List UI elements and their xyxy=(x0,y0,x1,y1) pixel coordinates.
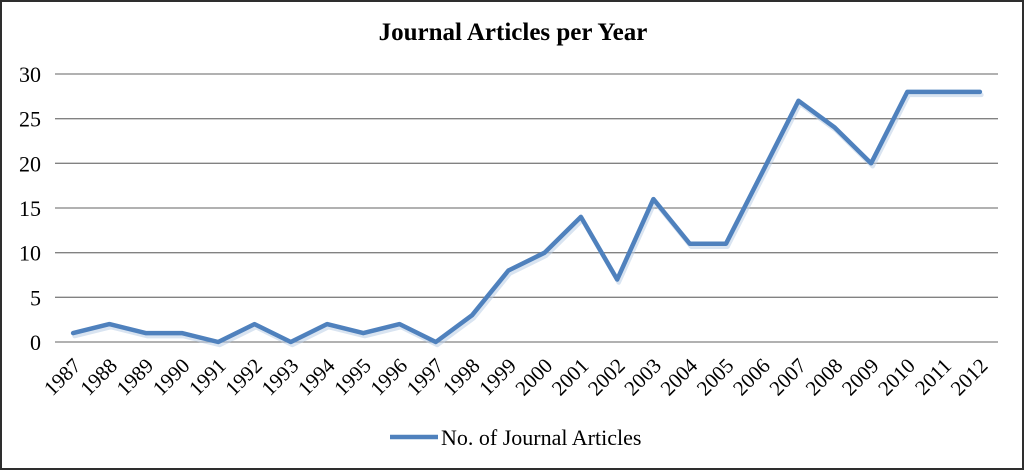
legend: No. of Journal Articles xyxy=(390,425,641,450)
x-axis-tick-label: 2005 xyxy=(692,354,739,401)
chart-title: Journal Articles per Year xyxy=(379,19,648,46)
x-axis-tick-label: 1987 xyxy=(39,354,86,401)
y-axis-tick-label: 5 xyxy=(30,285,41,310)
y-axis-tick-label: 10 xyxy=(19,241,41,266)
x-axis-tick-label: 2003 xyxy=(619,354,666,401)
y-axis-tick-label: 25 xyxy=(19,107,41,132)
y-axis-labels-group: 0 5 10 15 20 25 30 xyxy=(19,62,41,355)
x-axis-tick-label: 1995 xyxy=(329,354,376,401)
x-axis-tick-label: 1989 xyxy=(112,354,159,401)
x-axis-tick-label: 1988 xyxy=(75,354,122,401)
legend-label: No. of Journal Articles xyxy=(441,425,641,450)
x-axis-tick-label: 1992 xyxy=(220,354,267,401)
x-axis-tick-label: 2012 xyxy=(946,354,993,401)
x-axis-tick-label: 1997 xyxy=(402,354,449,401)
x-axis-tick-label: 2006 xyxy=(728,354,775,401)
x-axis-tick-label: 1998 xyxy=(438,354,485,401)
x-axis-tick-label: 1993 xyxy=(257,354,304,401)
x-axis-tick-label: 2004 xyxy=(656,353,703,400)
x-axis-tick-label: 2008 xyxy=(801,354,848,401)
y-axis-tick-label: 30 xyxy=(19,62,41,87)
x-axis-tick-label: 1994 xyxy=(293,353,340,400)
x-axis-tick-label: 1990 xyxy=(148,354,195,401)
series-line xyxy=(70,89,983,345)
x-axis-tick-label: 2011 xyxy=(910,354,956,400)
x-axis-tick-label: 2001 xyxy=(547,354,594,401)
x-axis-tick-label: 1991 xyxy=(184,354,231,401)
y-axis-tick-label: 20 xyxy=(19,151,41,176)
x-axis-tick-label: 2009 xyxy=(837,354,884,401)
y-axis-tick-label: 0 xyxy=(30,330,41,355)
x-axis-tick-label: 2000 xyxy=(511,354,558,401)
x-axis-tick-label: 2010 xyxy=(873,354,920,401)
x-axis-tick-label: 1999 xyxy=(474,354,521,401)
y-axis-tick-label: 15 xyxy=(19,196,41,221)
x-axis-labels-group: 1987198819891990199119921993199419951996… xyxy=(39,353,992,400)
x-axis-tick-label: 2002 xyxy=(583,354,630,401)
gridlines-group xyxy=(55,73,998,343)
x-axis-tick-label: 2007 xyxy=(764,354,811,401)
series-line-shadow xyxy=(72,92,984,348)
x-axis-tick-label: 1996 xyxy=(365,354,412,401)
